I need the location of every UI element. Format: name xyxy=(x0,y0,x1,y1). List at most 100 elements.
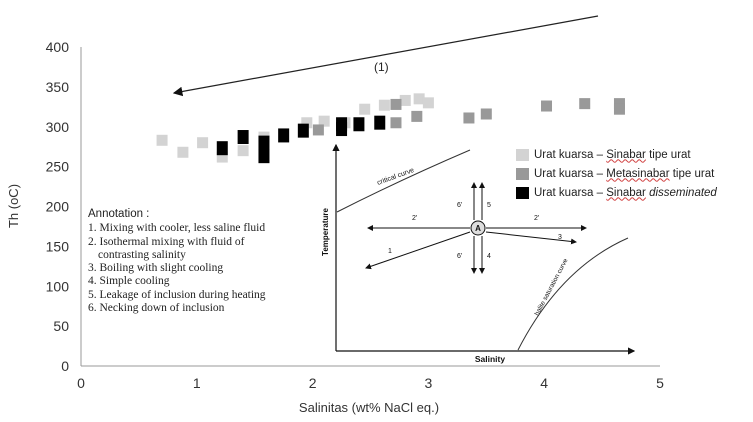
data-point xyxy=(216,151,228,163)
legend-label: Urat kuarsa – Sinabar disseminated xyxy=(534,187,717,199)
arrow-3 xyxy=(485,231,577,245)
y-tick-labels: 0 50 100 150 200 250 300 350 400 xyxy=(46,39,70,374)
data-point xyxy=(411,110,423,122)
legend-label-part: tipe urat xyxy=(669,167,715,180)
annotation-heading: Annotation : xyxy=(88,208,150,220)
x-tick-label: 3 xyxy=(425,375,433,391)
x-tick-label: 4 xyxy=(540,375,548,391)
x-axis-title: Salinitas (wt% NaCl eq.) xyxy=(299,400,439,415)
legend-label-part: Urat kuarsa – xyxy=(534,167,607,180)
label-3: 3 xyxy=(558,234,562,241)
data-point xyxy=(374,115,386,130)
annotation-item: 6. Necking down of inclusion xyxy=(88,302,225,315)
x-tick-label: 5 xyxy=(656,375,664,391)
x-tick-label: 0 xyxy=(77,375,85,391)
data-point xyxy=(237,145,249,157)
data-point xyxy=(480,108,492,120)
label-1: 1 xyxy=(388,248,392,255)
legend-label-part: Sinabar xyxy=(606,148,646,161)
data-point xyxy=(359,103,371,115)
legend-label-part: Metasinabar xyxy=(606,167,670,180)
y-tick-label: 250 xyxy=(46,159,70,175)
legend-label-part: disseminated xyxy=(645,186,717,199)
data-point xyxy=(312,124,324,136)
y-tick-label: 300 xyxy=(46,119,70,135)
data-point xyxy=(156,134,168,146)
annotation-item: contrasting salinity xyxy=(98,248,186,261)
point-a-label: A xyxy=(475,224,481,233)
point-a-circle xyxy=(470,220,486,236)
halite-saturation-curve xyxy=(517,237,629,351)
data-point xyxy=(258,135,270,150)
inset-y-label: Temperature xyxy=(321,208,330,256)
trend-arrow xyxy=(172,15,599,97)
data-point xyxy=(197,137,209,149)
data-point xyxy=(390,98,402,110)
legend-item: Urat kuarsa – Sinabar tipe urat xyxy=(516,145,717,164)
legend-swatch xyxy=(516,186,529,199)
annotation-item: 3. Boiling with slight cooling xyxy=(88,262,224,275)
x-tick-labels: 0 1 2 3 4 5 xyxy=(77,375,664,391)
data-point xyxy=(541,100,553,112)
y-tick-label: 350 xyxy=(46,79,70,95)
legend-swatch xyxy=(516,167,529,180)
annotation-item: 5. Leakage of inclusion during heating xyxy=(88,288,266,301)
y-tick-label: 100 xyxy=(46,278,70,294)
inset-x-label: Salinity xyxy=(475,354,506,364)
data-point xyxy=(378,99,390,111)
data-point xyxy=(258,149,270,164)
data-point xyxy=(353,117,365,132)
annotation-item: 2. Isothermal mixing with fluid of xyxy=(88,235,245,248)
legend-item: Urat kuarsa – Sinabar disseminated xyxy=(516,183,717,202)
data-point xyxy=(399,94,411,106)
legend-item: Urat kuarsa – Metasinabar tipe urat xyxy=(516,164,717,183)
legend-swatch xyxy=(516,148,529,161)
data-point xyxy=(216,141,228,156)
data-point xyxy=(297,123,309,138)
legend-label-part: tipe urat xyxy=(645,148,691,161)
data-point xyxy=(318,115,330,127)
data-point xyxy=(336,122,348,137)
data-point xyxy=(237,130,249,145)
data-point xyxy=(413,93,425,105)
label-2-right: 2' xyxy=(534,215,539,222)
annotation-item: 1. Mixing with cooler, less saline fluid xyxy=(88,222,266,235)
data-point xyxy=(613,98,625,110)
critical-curve xyxy=(336,149,471,213)
label-5: 5 xyxy=(487,202,491,209)
data-point xyxy=(613,103,625,115)
label-6-top: 6' xyxy=(457,202,462,209)
data-point xyxy=(579,98,591,110)
y-tick-label: 0 xyxy=(61,358,69,374)
legend-label-part: Urat kuarsa – xyxy=(534,148,607,161)
halite-curve-label: halite saturation curve xyxy=(534,257,570,317)
data-points xyxy=(156,93,625,164)
label-6-bottom: 6' xyxy=(457,253,462,260)
y-tick-label: 200 xyxy=(46,199,70,215)
y-tick-label: 400 xyxy=(46,39,70,55)
annotation-item: 4. Simple cooling xyxy=(88,275,170,288)
data-point xyxy=(390,117,402,129)
y-tick-label: 50 xyxy=(53,318,69,334)
axes xyxy=(80,47,660,367)
label-2-left: 2' xyxy=(412,215,417,222)
data-point xyxy=(301,117,313,129)
x-tick-label: 2 xyxy=(309,375,317,391)
trend-arrow-label: (1) xyxy=(374,60,389,74)
y-axis-title: Th (oC) xyxy=(6,184,21,228)
legend-label: Urat kuarsa – Metasinabar tipe urat xyxy=(534,168,714,180)
x-tick-label: 1 xyxy=(193,375,201,391)
legend: Urat kuarsa – Sinabar tipe urat Urat kua… xyxy=(516,145,717,202)
data-point xyxy=(177,146,189,158)
legend-label-part: Sinabar xyxy=(606,186,646,199)
annotation-box: Annotation : 1. Mixing with cooler, less… xyxy=(88,208,318,315)
data-point xyxy=(463,112,475,124)
data-point xyxy=(422,97,434,109)
y-tick-label: 150 xyxy=(46,238,70,254)
legend-label: Urat kuarsa – Sinabar tipe urat xyxy=(534,149,691,161)
label-4: 4 xyxy=(487,253,491,260)
data-point xyxy=(278,128,290,143)
legend-label-part: Urat kuarsa – xyxy=(534,186,607,199)
arrow-1 xyxy=(365,231,471,270)
